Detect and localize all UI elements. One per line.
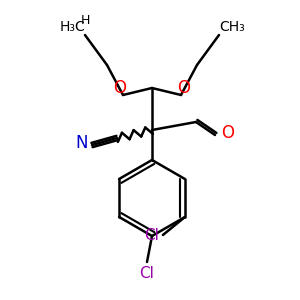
Text: O: O [178,79,190,97]
Text: CH₃: CH₃ [219,20,245,34]
Text: O: O [113,79,127,97]
Text: Cl: Cl [144,227,159,242]
Text: O: O [221,124,234,142]
Text: H₃C: H₃C [59,20,85,34]
Text: N: N [76,134,88,152]
Text: Cl: Cl [140,266,154,281]
Text: H: H [80,14,90,27]
